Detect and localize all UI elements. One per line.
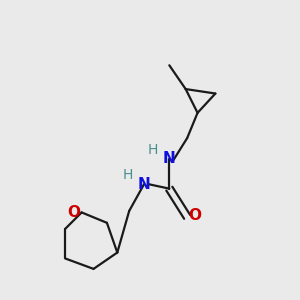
- Text: O: O: [68, 205, 81, 220]
- Text: N: N: [138, 177, 150, 192]
- Text: O: O: [188, 208, 201, 223]
- Text: N: N: [163, 152, 176, 166]
- Text: H: H: [122, 168, 133, 182]
- Text: H: H: [148, 143, 158, 157]
